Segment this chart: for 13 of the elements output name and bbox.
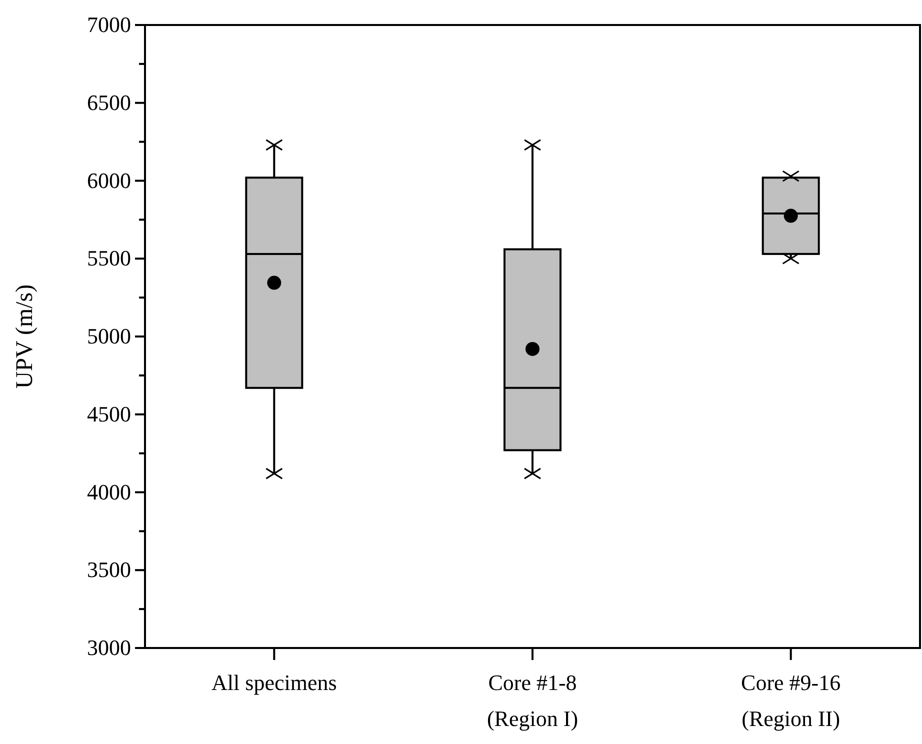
y-tick-label: 5500 (87, 246, 131, 271)
y-tick-label: 3500 (87, 557, 131, 582)
y-tick-label: 5000 (87, 324, 131, 349)
y-tick-label: 6500 (87, 90, 131, 115)
y-tick-label: 7000 (87, 12, 131, 38)
y-tick-label: 6000 (87, 168, 131, 193)
x-tick-label: All specimens (212, 670, 337, 695)
x-tick-label: Core #1-8 (Region I) (486, 670, 578, 731)
y-tick-label: 4500 (87, 401, 131, 426)
y-tick-label: 3000 (87, 635, 131, 660)
y-axis-title: UPV (m/s) (12, 284, 38, 389)
y-tick-label: 4000 (87, 479, 131, 504)
x-tick-label: Core #9-16 (Region II) (741, 670, 841, 731)
